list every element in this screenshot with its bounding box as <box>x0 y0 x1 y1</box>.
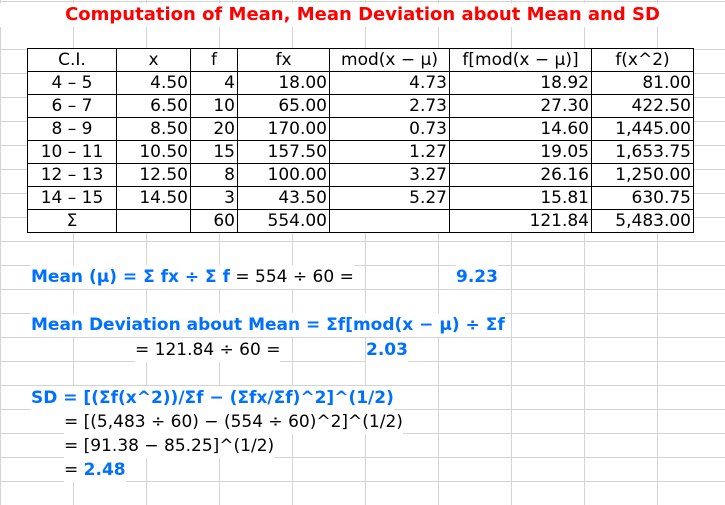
frequency-table: C.I. x f fx mod(x − μ) f[mod(x − μ)] f(x… <box>27 48 694 233</box>
table-cell[interactable]: 4.73 <box>329 71 450 95</box>
table-row: 14 – 15 14.50 3 43.50 5.27 15.81 630.75 <box>27 186 694 210</box>
header-x[interactable]: x <box>116 48 191 72</box>
total-fx[interactable]: 554.00 <box>237 209 330 233</box>
table-cell[interactable]: 4 <box>190 71 238 95</box>
table-cell[interactable]: 65.00 <box>237 94 330 118</box>
sd-result: 2.48 <box>83 460 126 480</box>
table-cell[interactable]: 4.50 <box>116 71 191 95</box>
total-fx2[interactable]: 5,483.00 <box>591 209 694 233</box>
table-cell[interactable]: 15 <box>190 140 238 164</box>
table-cell[interactable]: 15.81 <box>449 186 592 210</box>
table-cell[interactable]: 4 – 5 <box>27 71 117 95</box>
table-cell[interactable]: 8 <box>190 163 238 187</box>
table-cell[interactable]: 81.00 <box>591 71 694 95</box>
table-cell[interactable]: 43.50 <box>237 186 330 210</box>
sd-line-3: = 2.48 <box>64 458 126 482</box>
mean-label: Mean (μ) = Σ fx ÷ Σ f <box>31 267 230 287</box>
table-cell[interactable] <box>329 209 450 233</box>
table-cell[interactable]: 170.00 <box>237 117 330 141</box>
sd-label: SD = [(Σf(x^2))/Σf − (Σfx/Σf)^2]^(1/2) <box>31 386 394 410</box>
table-cell[interactable]: 2.73 <box>329 94 450 118</box>
mean-result: 9.23 <box>456 265 498 289</box>
table-header-row: C.I. x f fx mod(x − μ) f[mod(x − μ)] f(x… <box>27 48 694 72</box>
total-fmod[interactable]: 121.84 <box>449 209 592 233</box>
table-cell[interactable]: 10.50 <box>116 140 191 164</box>
header-ci[interactable]: C.I. <box>27 48 117 72</box>
table-cell[interactable]: 630.75 <box>591 186 694 210</box>
mean-expr: = 554 ÷ 60 = <box>229 267 354 287</box>
table-row: 6 – 7 6.50 10 65.00 2.73 27.30 422.50 <box>27 94 694 118</box>
total-f[interactable]: 60 <box>190 209 238 233</box>
table-cell[interactable]: 8.50 <box>116 117 191 141</box>
header-fmod[interactable]: f[mod(x − μ)] <box>449 48 592 72</box>
table-cell[interactable]: 1,250.00 <box>591 163 694 187</box>
mean-line: Mean (μ) = Σ fx ÷ Σ f = 554 ÷ 60 = <box>31 265 354 289</box>
table-cell[interactable] <box>116 209 191 233</box>
table-row: 4 – 5 4.50 4 18.00 4.73 18.92 81.00 <box>27 71 694 95</box>
total-label[interactable]: Σ <box>27 209 117 233</box>
table-cell[interactable]: 14 – 15 <box>27 186 117 210</box>
header-f[interactable]: f <box>190 48 238 72</box>
mean-deviation-expr: = 121.84 ÷ 60 = <box>135 338 281 362</box>
table-cell[interactable]: 1,445.00 <box>591 117 694 141</box>
page-title: Computation of Mean, Mean Deviation abou… <box>0 3 725 27</box>
table-cell[interactable]: 19.05 <box>449 140 592 164</box>
table-cell[interactable]: 157.50 <box>237 140 330 164</box>
table-cell[interactable]: 0.73 <box>329 117 450 141</box>
sd-line-2: = [91.38 − 85.25]^(1/2) <box>64 434 275 458</box>
table-cell[interactable]: 26.16 <box>449 163 592 187</box>
table-cell[interactable]: 6 – 7 <box>27 94 117 118</box>
table-cell[interactable]: 3.27 <box>329 163 450 187</box>
table-cell[interactable]: 422.50 <box>591 94 694 118</box>
mean-deviation-label: Mean Deviation about Mean = Σf[mod(x − μ… <box>31 313 505 337</box>
table-cell[interactable]: 100.00 <box>237 163 330 187</box>
table-cell[interactable]: 18.00 <box>237 71 330 95</box>
header-mod[interactable]: mod(x − μ) <box>329 48 450 72</box>
table-cell[interactable]: 12 – 13 <box>27 163 117 187</box>
header-fx2[interactable]: f(x^2) <box>591 48 694 72</box>
table-row: 8 – 9 8.50 20 170.00 0.73 14.60 1,445.00 <box>27 117 694 141</box>
sd-line-3-prefix: = <box>64 460 84 480</box>
table-cell[interactable]: 14.50 <box>116 186 191 210</box>
sd-line-1: = [(5,483 ÷ 60) − (554 ÷ 60)^2]^(1/2) <box>64 410 403 434</box>
table-cell[interactable]: 6.50 <box>116 94 191 118</box>
table-cell[interactable]: 1.27 <box>329 140 450 164</box>
table-row: 10 – 11 10.50 15 157.50 1.27 19.05 1,653.75 <box>27 140 694 164</box>
table-cell[interactable]: 27.30 <box>449 94 592 118</box>
table-cell[interactable]: 5.27 <box>329 186 450 210</box>
table-cell[interactable]: 14.60 <box>449 117 592 141</box>
header-fx[interactable]: fx <box>237 48 330 72</box>
table-cell[interactable]: 3 <box>190 186 238 210</box>
table-cell[interactable]: 10 – 11 <box>27 140 117 164</box>
mean-deviation-result: 2.03 <box>366 338 408 362</box>
total-row: Σ 60 554.00 121.84 5,483.00 <box>27 209 694 233</box>
table-cell[interactable]: 12.50 <box>116 163 191 187</box>
table-cell[interactable]: 8 – 9 <box>27 117 117 141</box>
table-cell[interactable]: 20 <box>190 117 238 141</box>
table-cell[interactable]: 10 <box>190 94 238 118</box>
table-row: 12 – 13 12.50 8 100.00 3.27 26.16 1,250.00 <box>27 163 694 187</box>
table-cell[interactable]: 18.92 <box>449 71 592 95</box>
table-cell[interactable]: 1,653.75 <box>591 140 694 164</box>
